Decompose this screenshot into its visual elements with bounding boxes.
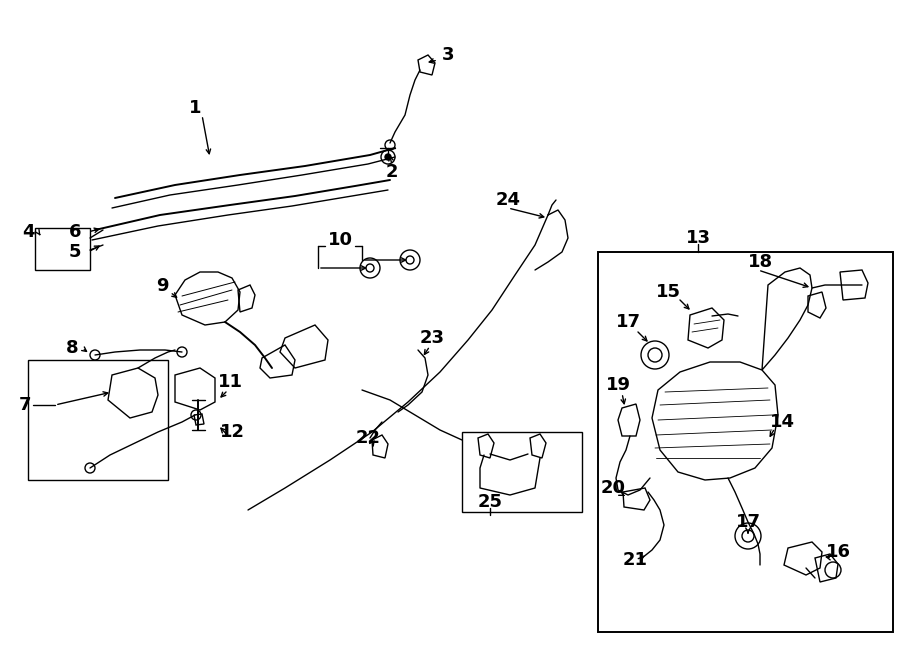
Text: 17: 17: [616, 313, 641, 331]
Text: 7: 7: [19, 396, 32, 414]
Text: 25: 25: [478, 493, 502, 511]
Text: 13: 13: [686, 229, 710, 247]
Text: 22: 22: [356, 429, 381, 447]
Text: 24: 24: [496, 191, 520, 209]
Bar: [598, 252, 893, 632]
Text: 5: 5: [68, 243, 81, 261]
Text: 6: 6: [68, 223, 81, 241]
Text: 23: 23: [419, 329, 445, 347]
Text: 2: 2: [386, 163, 398, 181]
Text: 10: 10: [328, 231, 353, 249]
Text: 4: 4: [22, 223, 34, 241]
Text: 17: 17: [735, 513, 760, 531]
Text: 15: 15: [655, 283, 680, 301]
Text: 12: 12: [220, 423, 245, 441]
Text: 8: 8: [66, 339, 78, 357]
Text: 18: 18: [747, 253, 772, 271]
Text: 16: 16: [825, 543, 850, 561]
Bar: [28, 360, 168, 480]
Text: 11: 11: [218, 373, 242, 391]
Bar: [35, 228, 90, 270]
Bar: [462, 432, 582, 512]
Text: 21: 21: [623, 551, 647, 569]
Text: 1: 1: [189, 99, 202, 117]
Text: 3: 3: [442, 46, 454, 64]
Text: 19: 19: [606, 376, 631, 394]
Text: 20: 20: [600, 479, 626, 497]
Circle shape: [385, 154, 391, 160]
Text: 9: 9: [156, 277, 168, 295]
Text: 14: 14: [770, 413, 795, 431]
